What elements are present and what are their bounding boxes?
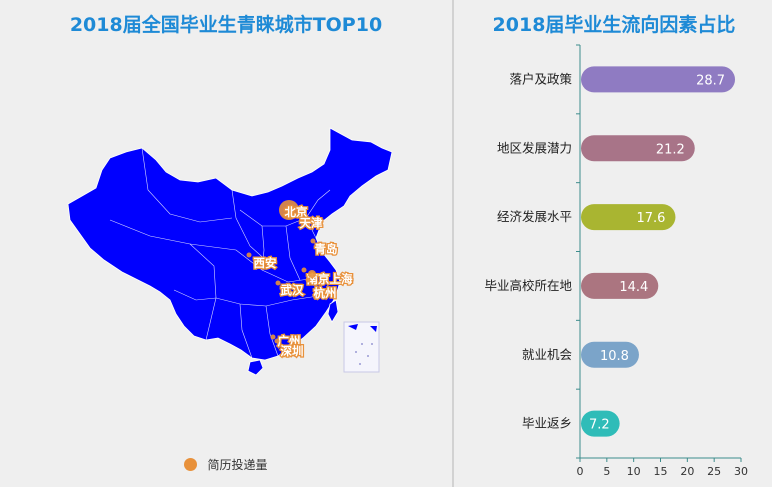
city-marker[interactable]: 北京 [279,200,309,220]
city-label: 西安 [254,256,277,270]
map-legend[interactable]: 简历投递量 [0,456,452,473]
bar-value-label: 7.2 [589,418,610,433]
city-marker-dot[interactable] [275,280,281,286]
bar-value-label: 10.8 [600,349,629,364]
x-tick-label: 20 [680,465,694,478]
bar[interactable] [581,66,736,93]
city-label: 天津 [300,216,323,230]
city-marker[interactable]: 南京 [301,267,331,287]
bar-value-label: 14.4 [619,280,648,295]
city-marker[interactable]: 天津 [298,215,324,232]
city-marker[interactable]: 杭州 [305,277,338,301]
hainan-island-shape[interactable] [247,359,264,376]
city-marker-dot[interactable] [270,334,276,340]
city-marker[interactable]: 深圳 [274,338,305,359]
city-marker-dot[interactable] [246,252,252,258]
bar-chart-panel: 2018届毕业生流向因素占比 0 5 10 15 20 25 30 落户及政策 28.7 地区发展… [456,0,772,487]
x-tick-label: 15 [654,465,668,478]
category-label: 地区发展潜力 [497,140,572,155]
panel-divider [452,0,454,487]
map-title: 2018届全国毕业生青睐城市TOP10 [69,14,383,36]
city-label: 广州 [278,334,301,348]
bar[interactable] [581,204,676,231]
city-marker-dot[interactable] [300,217,310,227]
taiwan-island-shape[interactable] [327,299,339,323]
city-marker[interactable]: 西安 [246,252,278,271]
bar[interactable] [581,410,620,437]
map-panel: 2018届全国毕业生青睐城市TOP10 [0,14,452,473]
province-borders [109,147,331,359]
bar[interactable] [581,272,659,299]
x-tick-label: 10 [627,465,641,478]
bar[interactable] [581,135,695,162]
south-china-sea-inset [343,321,380,373]
city-marker-dot[interactable] [279,200,299,220]
city-marker-dot[interactable] [305,277,311,283]
city-marker-dot[interactable] [301,267,307,273]
city-label: 青岛 [315,242,338,256]
city-marker-dot[interactable] [310,238,316,244]
bar-value-label: 28.7 [696,73,725,88]
city-marker[interactable]: 广州 [270,333,302,349]
city-label: 深圳 [281,344,304,358]
china-mainland-shape[interactable] [67,127,393,361]
legend-marker-icon [184,458,198,471]
legend-label: 简历投递量 [207,458,268,472]
bar-chart: 0 5 10 15 20 25 30 落户及政策 28.7 地区发展潜力 21.2 经济发展水平 17.… [484,44,748,478]
x-tick-label: 0 [577,465,584,478]
category-label: 就业机会 [522,347,573,362]
bar[interactable] [581,341,639,368]
city-marker[interactable]: 上海 [308,270,354,287]
city-marker-dot[interactable] [308,270,316,278]
category-label: 经济发展水平 [497,209,572,224]
city-marker[interactable]: 青岛 [310,238,339,257]
city-label: 北京 [285,205,308,219]
city-label: 上海 [330,272,353,286]
city-marker[interactable]: 武汉 [275,280,305,298]
category-label: 毕业返乡 [522,416,572,431]
city-marker-dot[interactable] [274,338,280,344]
city-label: 武汉 [281,283,304,297]
category-label: 落户及政策 [509,71,572,86]
x-tick-label: 30 [734,465,748,478]
category-label: 毕业高校所在地 [484,278,572,293]
bar-value-label: 21.2 [656,142,685,157]
chart-title: 2018届毕业生流向因素占比 [492,14,736,36]
bar-value-label: 17.6 [637,211,666,226]
x-tick-label: 5 [603,465,610,478]
city-label: 杭州 [314,286,337,300]
x-tick-label: 25 [707,465,721,478]
